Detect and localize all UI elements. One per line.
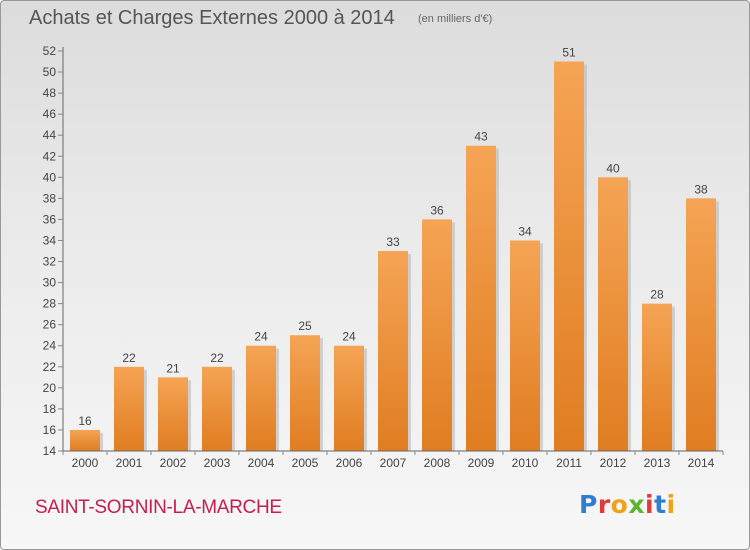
x-tick-label: 2009 [468, 456, 495, 470]
x-tick-label: 2014 [688, 456, 715, 470]
bar-2000 [70, 429, 100, 451]
logo-letter: i [645, 490, 655, 519]
data-label: 43 [474, 130, 488, 144]
x-tick-label: 2002 [160, 456, 187, 470]
data-label: 16 [78, 414, 92, 428]
bar-2010 [510, 240, 540, 451]
data-label: 22 [122, 351, 136, 365]
data-label: 24 [254, 330, 268, 344]
y-tick-label: 42 [43, 149, 57, 163]
data-label: 28 [650, 288, 664, 302]
bar-2006 [334, 345, 364, 451]
x-tick-label: 2012 [600, 456, 627, 470]
data-label: 21 [166, 361, 180, 375]
bar-2004 [246, 345, 276, 451]
chart-title: Achats et Charges Externes 2000 à 2014 [29, 7, 395, 29]
data-label: 36 [430, 203, 444, 217]
data-label: 51 [562, 46, 576, 60]
y-tick-label: 48 [43, 86, 57, 100]
y-tick-label: 20 [43, 381, 57, 395]
x-tick-label: 2000 [72, 456, 99, 470]
x-tick-label: 2011 [556, 456, 582, 470]
logo-letter: o [610, 490, 629, 519]
bar-2008 [422, 219, 452, 451]
commune-name: SAINT-SORNIN-LA-MARCHE [35, 497, 282, 518]
y-tick-label: 16 [43, 423, 57, 437]
data-label: 40 [606, 161, 620, 175]
bar-2009 [466, 145, 496, 451]
chart-unit: (en milliers d'€) [418, 13, 493, 25]
x-tick-label: 2010 [512, 456, 539, 470]
y-tick-label: 14 [43, 444, 57, 458]
data-label: 22 [210, 351, 224, 365]
bar-2012 [598, 177, 628, 451]
y-tick-label: 40 [43, 170, 57, 184]
logo-letter: r [597, 490, 611, 519]
y-tick-label: 22 [43, 360, 57, 374]
logo-letter: i [666, 490, 676, 519]
y-tick-label: 18 [43, 402, 57, 416]
bar-2001 [114, 366, 144, 451]
x-tick-label: 2006 [336, 456, 363, 470]
data-label: 34 [518, 224, 532, 238]
data-label: 33 [386, 235, 400, 249]
x-tick-label: 2004 [248, 456, 275, 470]
bar-2013 [642, 303, 672, 451]
proxiti-logo: Proxiti [579, 490, 676, 519]
data-label: 38 [694, 182, 708, 196]
y-tick-label: 32 [43, 255, 57, 269]
logo-letter: P [579, 490, 598, 519]
bar-2003 [202, 366, 232, 451]
y-tick-label: 26 [43, 318, 57, 332]
bar-2014 [686, 198, 716, 451]
y-tick-label: 28 [43, 297, 57, 311]
bar-2011 [554, 61, 584, 452]
x-tick-label: 2007 [380, 456, 407, 470]
x-tick-label: 2003 [204, 456, 231, 470]
y-tick-label: 52 [43, 44, 57, 58]
y-tick-label: 50 [43, 65, 57, 79]
logo-letter: t [654, 490, 667, 519]
logo-letter: x [628, 490, 645, 519]
bar-2007 [378, 251, 408, 451]
y-tick-label: 38 [43, 191, 57, 205]
bar-2005 [290, 335, 320, 451]
x-tick-label: 2013 [644, 456, 671, 470]
y-tick-label: 44 [43, 128, 57, 142]
x-tick-label: 2001 [116, 456, 143, 470]
x-tick-label: 2005 [292, 456, 319, 470]
data-label: 25 [298, 319, 312, 333]
y-tick-label: 34 [43, 233, 57, 247]
y-tick-label: 24 [43, 339, 57, 353]
y-tick-label: 30 [43, 276, 57, 290]
x-tick-label: 2008 [424, 456, 451, 470]
y-tick-label: 46 [43, 107, 57, 121]
data-label: 24 [342, 330, 356, 344]
y-tick-label: 36 [43, 212, 57, 226]
bar-2002 [158, 377, 188, 451]
